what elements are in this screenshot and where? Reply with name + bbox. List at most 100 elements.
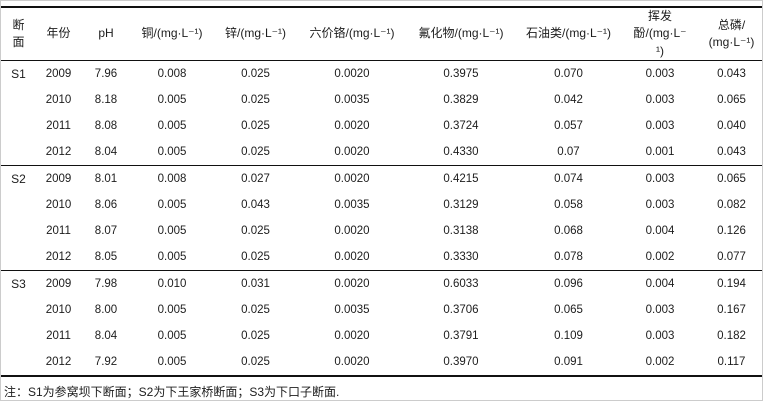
table-cell: 0.005 <box>157 225 187 238</box>
table-cell: 0.0020 <box>334 68 370 81</box>
col-header-fluoride: 氟化物/(mg·L⁻¹) <box>406 7 516 62</box>
table-cell: 0.194 <box>699 270 762 298</box>
table-cell: 0.025 <box>241 68 270 81</box>
table-cell: 0.0020 <box>298 165 406 193</box>
table-cell: 0.025 <box>241 225 270 238</box>
table-cell: 8.06 <box>94 199 118 212</box>
table-cell: 2011 <box>46 225 71 238</box>
table-cell: 2010 <box>45 94 72 107</box>
col-header-year: 年份 <box>36 7 81 62</box>
table-row: S3 2009 7.98 0.010 0.031 0.0020 0.6033 0.096 0.0… <box>1 270 762 377</box>
col-header-section: 断 面 <box>1 7 36 62</box>
table-cell: 0.074 <box>516 165 621 193</box>
table-cell: 0.025 <box>241 251 270 264</box>
table-cell: 0.003 <box>645 68 675 81</box>
table-cell: 0.005 <box>157 330 187 343</box>
table-row: 2010 8.00 0.005 0.025 0.0035 0.3706 0.065 0.003… <box>1 297 762 323</box>
header-row: 断 面 年份 pH 铜/(mg·L⁻¹) 锌/(mg·L⁻¹) 六价铬/(mg·… <box>1 7 762 62</box>
table-cell: 0.010 <box>131 270 213 298</box>
col-header-ph: pH <box>81 7 131 62</box>
table-cell: 0.096 <box>516 270 621 298</box>
table-cell: 0.025 <box>241 330 270 343</box>
table-cell: 0.065 <box>554 304 583 317</box>
table-cell: 0.0020 <box>334 356 370 369</box>
table-cell: 2011 <box>46 120 71 133</box>
table-cell: 0.07 <box>557 146 580 159</box>
table-cell: 0.3330 <box>443 251 479 264</box>
table-cell: 0.043 <box>717 68 746 81</box>
table-row: 2012 8.04 0.005 0.025 0.0020 0.4330 0.07 0.001 0… <box>1 139 762 166</box>
table-cell: 2009 <box>45 68 72 81</box>
table-cell: 0.025 <box>241 356 270 369</box>
table-cell: 0.082 <box>717 199 746 212</box>
table-cell: 0.0020 <box>334 251 370 264</box>
table-cell: 7.92 <box>94 356 118 369</box>
table-cell: 0.0035 <box>334 94 370 107</box>
table-cell: 0.3975 <box>443 68 479 81</box>
table-cell: 0.0020 <box>334 120 370 133</box>
section-label: S3 <box>1 270 36 377</box>
table-row: 2011 8.07 0.005 0.025 0.0020 0.3138 0.068 0.004… <box>1 218 762 244</box>
table-cell: 0.4330 <box>443 146 479 159</box>
table-cell: 0.058 <box>554 199 583 212</box>
table-cell: 0.002 <box>645 251 675 264</box>
table-cell: 0.057 <box>554 120 583 133</box>
table-row: 2012 7.92 0.005 0.025 0.0020 0.3970 0.091 0.002… <box>1 349 762 376</box>
table-cell: 2012 <box>45 251 72 264</box>
table-cell: 0.027 <box>213 165 298 193</box>
table-row: 2011 8.08 0.005 0.025 0.0020 0.3724 0.057 0.003… <box>1 113 762 139</box>
table-cell: 0.025 <box>241 120 270 133</box>
table-cell: 0.0035 <box>334 199 370 212</box>
table-cell: 0.0035 <box>334 304 370 317</box>
table-cell: 0.005 <box>157 304 187 317</box>
table-cell: 7.96 <box>94 68 118 81</box>
table-cell: 0.3970 <box>443 356 479 369</box>
table-cell: 0.0020 <box>334 146 370 159</box>
table-cell: 8.01 <box>81 165 131 193</box>
col-header-petroleum: 石油类/(mg·L⁻¹) <box>516 7 621 62</box>
table-cell: 0.004 <box>645 225 675 238</box>
table-cell: 0.005 <box>157 120 187 133</box>
table-cell: 0.077 <box>717 251 746 264</box>
table-cell: 0.3829 <box>443 94 479 107</box>
col-header-volatile-phenol: 挥发酚/(mg·L⁻ ¹) <box>621 7 699 62</box>
table-cell: 0.3791 <box>443 330 479 343</box>
table-cell: 0.031 <box>213 270 298 298</box>
table-cell: 2010 <box>45 199 72 212</box>
table-cell: 8.04 <box>94 330 118 343</box>
table-cell: 0.182 <box>717 330 746 343</box>
table-cell: 2009 <box>36 165 81 193</box>
table-row: S2 2009 8.01 0.008 0.027 0.0020 0.4215 0.074 0.0… <box>1 165 762 271</box>
table-cell: 0.005 <box>157 199 187 212</box>
table-cell: 8.07 <box>94 225 118 238</box>
table-cell: 0.167 <box>717 304 746 317</box>
table-cell: 0.109 <box>554 330 583 343</box>
table-cell: 2011 <box>46 330 71 343</box>
table-cell: 0.002 <box>645 356 675 369</box>
section-label: S1 <box>11 67 26 82</box>
table-cell: 0.0020 <box>334 330 370 343</box>
table-cell: 0.008 <box>157 68 187 81</box>
table-cell: 0.4215 <box>406 165 516 193</box>
table-cell: 0.003 <box>645 304 675 317</box>
table-cell: 0.3138 <box>443 225 479 238</box>
table-cell: 2010 <box>45 304 72 317</box>
table-row: 2010 8.18 0.005 0.025 0.0035 0.3829 0.042 0.003… <box>1 87 762 113</box>
table-cell: 2009 <box>36 270 81 298</box>
table-cell: 0.003 <box>645 330 675 343</box>
table-row: 2011 8.04 0.005 0.025 0.0020 0.3791 0.109 0.003… <box>1 323 762 349</box>
table-cell: 0.043 <box>241 199 270 212</box>
table-cell: 0.003 <box>621 165 699 193</box>
table-cell: 0.117 <box>717 356 746 369</box>
table-body: S1 2009 7.96 0.008 0.025 0.0020 0.3975 0.070 0.0… <box>1 61 762 377</box>
water-quality-table: 断 面 年份 pH 铜/(mg·L⁻¹) 锌/(mg·L⁻¹) 六价铬/(mg·… <box>1 6 762 378</box>
table-cell: 0.6033 <box>406 270 516 298</box>
table-cell: 0.003 <box>645 120 675 133</box>
table-cell: 0.070 <box>554 68 583 81</box>
table-cell: 0.001 <box>645 146 675 159</box>
table-cell: 0.042 <box>554 94 583 107</box>
table-cell: 0.008 <box>131 165 213 193</box>
table-cell: 0.0020 <box>298 270 406 298</box>
table-cell: 0.025 <box>241 94 270 107</box>
